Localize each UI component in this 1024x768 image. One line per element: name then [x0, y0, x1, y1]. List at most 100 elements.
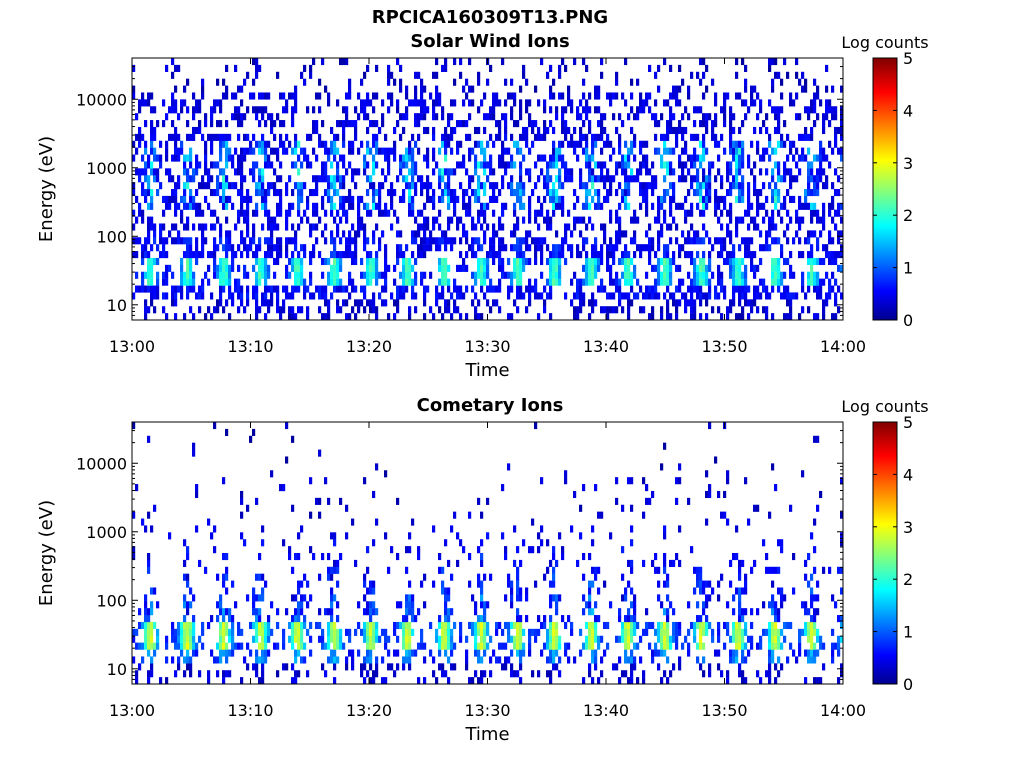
- spectrogram-cell: [270, 299, 274, 307]
- spectrogram-cell: [831, 251, 835, 259]
- spectrogram-cell: [642, 477, 646, 485]
- spectrogram-cell: [342, 285, 346, 293]
- spectrogram-cell: [321, 58, 325, 66]
- spectrogram-cell: [666, 594, 670, 602]
- spectrogram-cell: [810, 271, 814, 279]
- spectrogram-cell: [225, 202, 229, 210]
- spectrogram-cell: [795, 147, 799, 155]
- spectrogram-cell: [198, 223, 202, 231]
- spectrogram-cell: [435, 99, 439, 107]
- spectrogram-cell: [207, 278, 211, 286]
- spectrogram-cell: [246, 251, 250, 259]
- spectrogram-cell: [810, 175, 814, 183]
- spectrogram-cell: [549, 223, 553, 231]
- spectrogram-cell: [210, 292, 214, 300]
- spectrogram-cell: [147, 559, 151, 567]
- spectrogram-cell: [561, 106, 565, 114]
- spectrogram-cell: [219, 299, 223, 307]
- spectrogram-cell: [633, 140, 637, 148]
- spectrogram-cell: [441, 175, 445, 183]
- spectrogram-cell: [489, 154, 493, 162]
- spectrogram-cell: [516, 216, 520, 224]
- spectrogram-cell: [360, 99, 364, 107]
- spectrogram-cell: [183, 99, 187, 107]
- spectrogram-cell: [171, 223, 175, 231]
- spectrogram-cell: [411, 594, 415, 602]
- spectrogram-cell: [630, 106, 634, 114]
- spectrogram-cell: [282, 635, 286, 643]
- spectrogram-cell: [699, 663, 703, 671]
- spectrogram-cell: [579, 230, 583, 238]
- panel-title-cometary: Cometary Ions: [416, 395, 564, 416]
- spectrogram-cell: [480, 511, 484, 519]
- spectrogram-cell: [516, 285, 520, 293]
- spectrogram-cell: [189, 642, 193, 650]
- spectrogram-cell: [363, 292, 367, 300]
- spectrogram-cell: [549, 642, 553, 650]
- spectrogram-cell: [798, 195, 802, 203]
- spectrogram-cell: [372, 182, 376, 190]
- spectrogram-cells: [132, 422, 844, 685]
- spectrogram-cell: [672, 292, 676, 300]
- spectrogram-cell: [243, 195, 247, 203]
- spectrogram-cell: [246, 209, 250, 217]
- spectrogram-cell: [456, 147, 460, 155]
- spectrogram-cell: [831, 313, 835, 321]
- spectrogram-cell: [465, 78, 469, 86]
- spectrogram-cell: [432, 580, 436, 588]
- spectrogram-cell: [582, 608, 586, 616]
- spectrogram-cell: [186, 223, 190, 231]
- spectrogram-cell: [441, 257, 445, 266]
- spectrogram-cell: [813, 120, 817, 128]
- spectrogram-cell: [567, 175, 571, 183]
- spectrogram-cell: [216, 175, 220, 183]
- spectrogram-cell: [390, 292, 394, 300]
- spectrogram-cell: [258, 92, 262, 100]
- spectrogram-cell: [840, 85, 844, 93]
- spectrogram-cell: [549, 635, 553, 643]
- spectrogram-cell: [501, 113, 505, 121]
- spectrogram-cell: [687, 649, 691, 657]
- spectrogram-cell: [699, 195, 703, 203]
- spectrogram-cell: [285, 608, 289, 616]
- spectrogram-cell: [399, 285, 403, 293]
- spectrogram-cell: [339, 285, 343, 293]
- spectrogram-cell: [462, 223, 466, 231]
- spectrogram-cell: [363, 113, 367, 121]
- spectrogram-cell: [501, 175, 505, 183]
- spectrogram-cell: [174, 628, 178, 636]
- spectrogram-cell: [531, 670, 535, 678]
- spectrogram-cell: [759, 154, 763, 162]
- spectrogram-cell: [261, 525, 265, 533]
- spectrogram-cell: [183, 168, 187, 176]
- spectrogram-cell: [621, 168, 625, 176]
- spectrogram-cell: [750, 92, 754, 100]
- spectrogram-cell: [702, 209, 706, 217]
- spectrogram-cell: [480, 615, 484, 623]
- spectrogram-cell: [342, 230, 346, 238]
- spectrogram-cell: [588, 299, 592, 307]
- spectrogram-cell: [696, 133, 700, 141]
- spectrogram-cell: [180, 278, 184, 286]
- spectrogram-cell: [387, 189, 391, 197]
- spectrogram-cell: [186, 120, 190, 128]
- spectrogram-cell: [570, 106, 574, 114]
- spectrogram-cell: [327, 92, 331, 100]
- spectrogram-cell: [633, 251, 637, 259]
- spectrogram-cell: [450, 649, 454, 657]
- spectrogram-cell: [540, 292, 544, 300]
- spectrogram-cell: [516, 292, 520, 300]
- spectrogram-cell: [330, 615, 334, 623]
- spectrogram-cell: [150, 628, 154, 636]
- spectrogram-cell: [543, 154, 547, 162]
- spectrogram-cell: [723, 106, 727, 114]
- spectrogram-cell: [420, 642, 424, 650]
- spectrogram-cell: [576, 278, 580, 286]
- spectrogram-cell: [369, 182, 373, 190]
- spectrogram-cell: [174, 670, 178, 678]
- spectrogram-cell: [153, 230, 157, 238]
- spectrogram-cell: [339, 58, 343, 66]
- spectrogram-cell: [588, 313, 592, 321]
- spectrogram-cell: [552, 546, 556, 554]
- spectrogram-cell: [351, 237, 355, 245]
